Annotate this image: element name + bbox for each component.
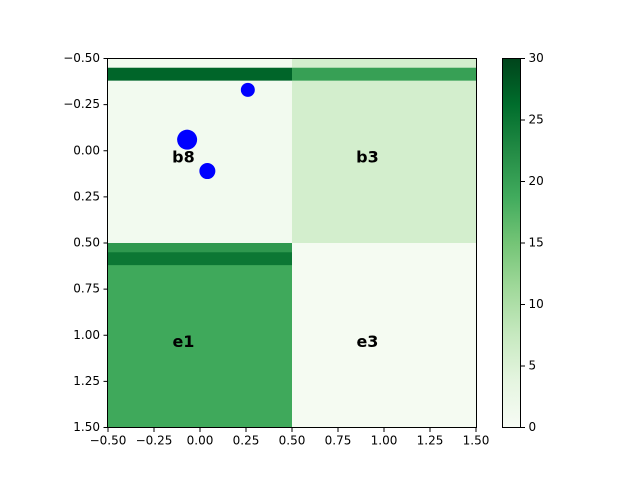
scatter-point (199, 163, 216, 180)
heatmap-band (108, 252, 292, 266)
heatmap-cell-e3 (292, 243, 476, 428)
x-tick-label: 1.25 (417, 434, 444, 448)
heatmap-cell-e1 (108, 243, 292, 428)
heatmap-band (292, 67, 476, 81)
heatmap-band (108, 67, 292, 81)
colorbar-tick-label: 10 (529, 297, 544, 311)
y-axis: −0.50 −0.25 0.00 0.25 0.50 0.75 1.00 1.25 1.50 (63, 51, 108, 434)
y-tick-label: 1.50 (73, 420, 100, 434)
heatmap-cells (108, 58, 476, 428)
x-tick-label: 0.25 (233, 434, 260, 448)
scatter-points (177, 82, 255, 180)
x-axis: −0.50 −0.25 0.00 0.25 0.50 0.75 1.00 1.25 1.50 (90, 427, 490, 448)
cell-label-e1: e1 (172, 332, 194, 351)
colorbar-tick-label: 0 (529, 420, 537, 434)
y-tick-label: 0.25 (73, 189, 100, 203)
colorbar-axis: 0 5 10 15 20 25 30 (520, 51, 544, 434)
x-tick-label: −0.50 (90, 434, 127, 448)
heatmap-bands (108, 58, 476, 266)
heatmap-band (108, 243, 292, 253)
y-tick-label: 0.75 (73, 282, 100, 296)
colorbar-tick-label: 30 (529, 51, 544, 65)
y-tick-label: 0.00 (73, 143, 100, 157)
cell-label-b3: b3 (356, 148, 379, 167)
colorbar-tick-label: 20 (529, 174, 544, 188)
heatmap-band (292, 58, 476, 68)
colorbar-tick-label: 25 (529, 113, 544, 127)
x-tick-label: 1.00 (371, 434, 398, 448)
scatter-point (240, 82, 255, 97)
x-tick-label: 0.50 (279, 434, 306, 448)
colorbar-tick-label: 5 (529, 359, 537, 373)
colorbar (502, 58, 521, 428)
y-tick-label: 1.25 (73, 374, 100, 388)
heatmap-cell-b8 (108, 58, 292, 243)
cell-labels: b8 b3 e1 e3 (172, 148, 379, 352)
cell-label-b8: b8 (172, 148, 195, 167)
colorbar-tick-label: 15 (529, 236, 544, 250)
y-tick-label: 0.50 (73, 236, 100, 250)
y-tick-label: 1.00 (73, 328, 100, 342)
heatmap-cell-b3 (292, 58, 476, 243)
y-tick-label: −0.50 (63, 51, 100, 65)
x-tick-label: −0.25 (136, 434, 173, 448)
x-tick-label: 0.75 (325, 434, 352, 448)
x-tick-label: 0.00 (187, 434, 214, 448)
cell-label-e3: e3 (356, 332, 378, 351)
y-tick-label: −0.25 (63, 97, 100, 111)
x-tick-label: 1.50 (463, 434, 490, 448)
scatter-point (177, 129, 198, 150)
